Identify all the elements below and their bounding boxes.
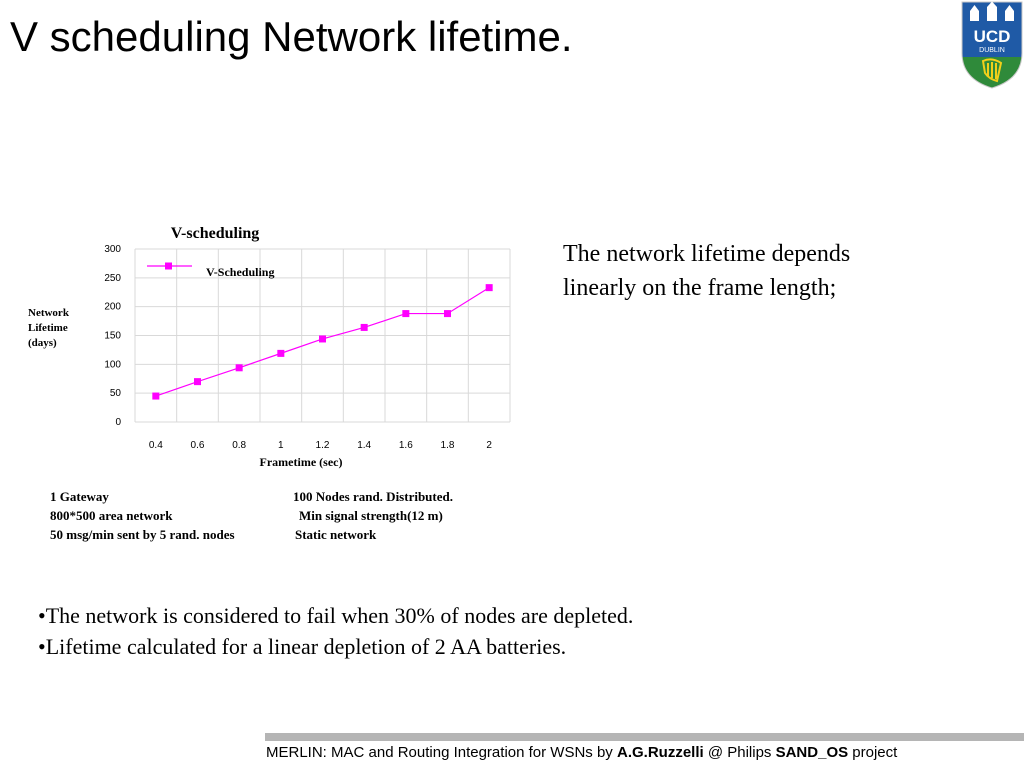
x-tick-label: 1.6 bbox=[399, 440, 413, 451]
parameter-right: Static network bbox=[295, 527, 377, 542]
slide-title: V scheduling Network lifetime. bbox=[10, 13, 573, 60]
data-point bbox=[194, 378, 201, 386]
chart-grid bbox=[134, 248, 511, 423]
data-point bbox=[444, 310, 451, 318]
parameter-right: 100 Nodes rand. Distributed. bbox=[293, 489, 453, 504]
parameter-left: 800*500 area network bbox=[50, 508, 173, 523]
y-tick-label: 100 bbox=[104, 359, 121, 370]
data-point bbox=[485, 284, 493, 292]
parameter-left: 1 Gateway bbox=[50, 489, 109, 504]
svg-text:UCD: UCD bbox=[974, 27, 1011, 46]
harp-icon bbox=[981, 58, 1003, 83]
parameter-right: Min signal strength(12 m) bbox=[299, 508, 443, 523]
bullet-item: •Lifetime calculated for a linear deplet… bbox=[38, 634, 567, 659]
x-tick-label: 1.4 bbox=[357, 440, 371, 451]
y-tick-label: 50 bbox=[110, 388, 122, 399]
ucd-logo: UCD DUBLIN bbox=[961, 1, 1023, 89]
y-axis-label-line: (days) bbox=[28, 337, 57, 349]
bullet-item: •The network is considered to fail when … bbox=[38, 603, 634, 628]
data-point bbox=[277, 349, 285, 357]
footer-text: MERLIN: MAC and Routing Integration for … bbox=[266, 744, 897, 761]
y-tick-label: 200 bbox=[104, 302, 121, 313]
footer-part: project bbox=[848, 744, 898, 761]
chart-description: The network lifetime depends linearly on… bbox=[563, 241, 851, 301]
data-point bbox=[402, 310, 410, 318]
footer-project: SAND_OS bbox=[775, 744, 849, 761]
data-point bbox=[319, 335, 326, 343]
footer-author: A.G.Ruzzelli bbox=[616, 744, 704, 761]
y-tick-label: 0 bbox=[115, 417, 121, 428]
svg-text:DUBLIN: DUBLIN bbox=[979, 47, 1005, 54]
x-tick-label: 0.8 bbox=[232, 440, 246, 451]
y-axis-label-line: Lifetime bbox=[28, 322, 68, 334]
y-axis-ticks: 0 50 100 150 200 250 300 bbox=[104, 244, 121, 428]
x-tick-label: 0.4 bbox=[149, 440, 163, 451]
y-tick-label: 150 bbox=[104, 331, 121, 342]
x-tick-label: 2 bbox=[486, 440, 492, 451]
data-point bbox=[360, 323, 368, 331]
y-axis-label-line: Network bbox=[28, 307, 69, 319]
data-point bbox=[152, 392, 160, 400]
x-tick-label: 1 bbox=[278, 440, 284, 451]
castle-icon bbox=[970, 1, 1014, 21]
legend-marker bbox=[165, 262, 172, 270]
y-tick-label: 300 bbox=[104, 244, 121, 255]
bullet-list: •The network is considered to fail when … bbox=[38, 600, 633, 662]
chart-legend: V-Scheduling bbox=[147, 262, 274, 279]
x-tick-label: 1.8 bbox=[441, 440, 455, 451]
footer-part: @ Philips bbox=[703, 744, 776, 761]
y-axis-label: Network Lifetime (days) bbox=[28, 306, 88, 351]
data-point bbox=[235, 364, 243, 372]
x-tick-label: 0.6 bbox=[191, 440, 205, 451]
footer-part: MERLIN: MAC and Routing Integration for … bbox=[266, 744, 617, 761]
chart-series bbox=[152, 284, 493, 400]
parameter-left: 50 msg/min sent by 5 rand. nodes bbox=[50, 527, 235, 542]
x-axis-label: Frametime (sec) bbox=[260, 455, 343, 469]
y-tick-label: 250 bbox=[104, 273, 121, 284]
legend-label: V-Scheduling bbox=[206, 265, 274, 279]
footer-bar bbox=[265, 733, 1024, 741]
x-axis-ticks: 0.4 0.6 0.8 1 1.2 1.4 1.6 1.8 2 bbox=[149, 440, 493, 451]
chart-title: V-scheduling bbox=[171, 225, 260, 242]
x-tick-label: 1.2 bbox=[316, 440, 330, 451]
